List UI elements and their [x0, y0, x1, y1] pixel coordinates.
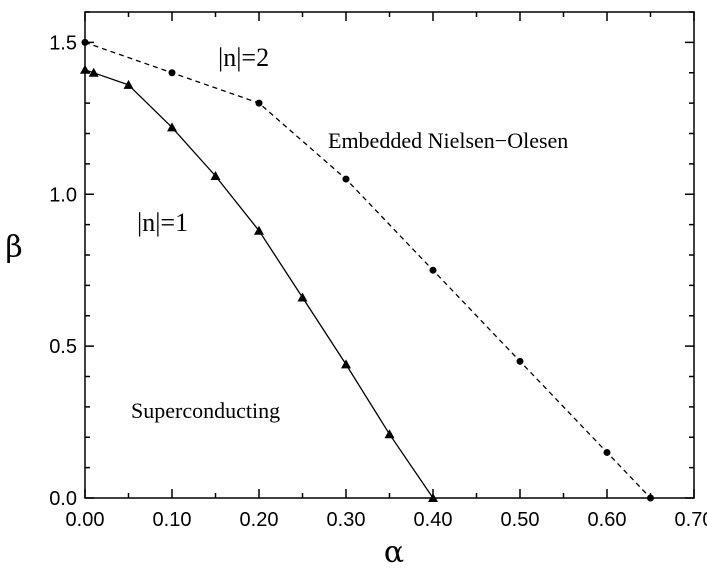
triangle-marker: [254, 225, 264, 235]
circle-marker: [647, 494, 654, 502]
triangle-marker: [80, 64, 90, 74]
circle-marker: [429, 266, 437, 274]
triangle-marker: [88, 67, 99, 77]
x-tick-label: 0.70: [675, 509, 707, 531]
x-axis-label: α: [384, 535, 404, 570]
circle-marker: [255, 99, 263, 107]
y-tick-label: 1.5: [49, 32, 77, 54]
triangle-marker: [167, 122, 177, 132]
x-tick-label: 0.20: [240, 509, 279, 531]
triangle-marker: [384, 429, 395, 439]
axes: 0.00 0.10 0.20 0.30 0.40 0.50 0.60 0.70 0.0 0.5 1.…: [49, 11, 707, 531]
series-layer: [80, 38, 654, 502]
x-tick-label: 0.40: [414, 509, 453, 531]
annotation-embedded-region: Embedded Nielsen−Olesen: [328, 128, 568, 153]
triangle-marker: [210, 171, 221, 181]
circle-marker: [81, 38, 89, 46]
triangle-marker: [341, 359, 351, 369]
x-tick-label: 0.00: [66, 509, 105, 531]
annotation-n2-label: |n|=2: [218, 43, 269, 72]
triangle-marker: [123, 79, 134, 89]
circle-marker: [342, 175, 350, 183]
y-tick-label: 0.5: [49, 336, 77, 358]
x-tick-label: 0.50: [501, 509, 540, 531]
circle-marker: [516, 357, 524, 365]
x-tick-label: 0.30: [327, 509, 366, 531]
y-tick-label: 1.0: [49, 184, 77, 206]
plot-frame: [84, 11, 695, 499]
triangle-marker: [428, 493, 438, 502]
x-tick-label: 0.10: [153, 509, 192, 531]
labels-layer: α β |n|=2 |n|=1 Embedded Nielsen−Olesen …: [5, 43, 568, 570]
y-axis-label: β: [5, 230, 22, 265]
circle-marker: [603, 448, 611, 456]
series-line-2: [84, 41, 651, 499]
y-tick-label: 0.0: [49, 488, 77, 510]
annotation-n1-label: |n|=1: [137, 208, 188, 237]
x-tick-label: 0.60: [588, 509, 627, 531]
series-line-1: [84, 69, 434, 499]
annotation-superconducting-region: Superconducting: [131, 398, 280, 423]
circle-marker: [168, 69, 176, 77]
triangle-marker: [297, 292, 308, 302]
